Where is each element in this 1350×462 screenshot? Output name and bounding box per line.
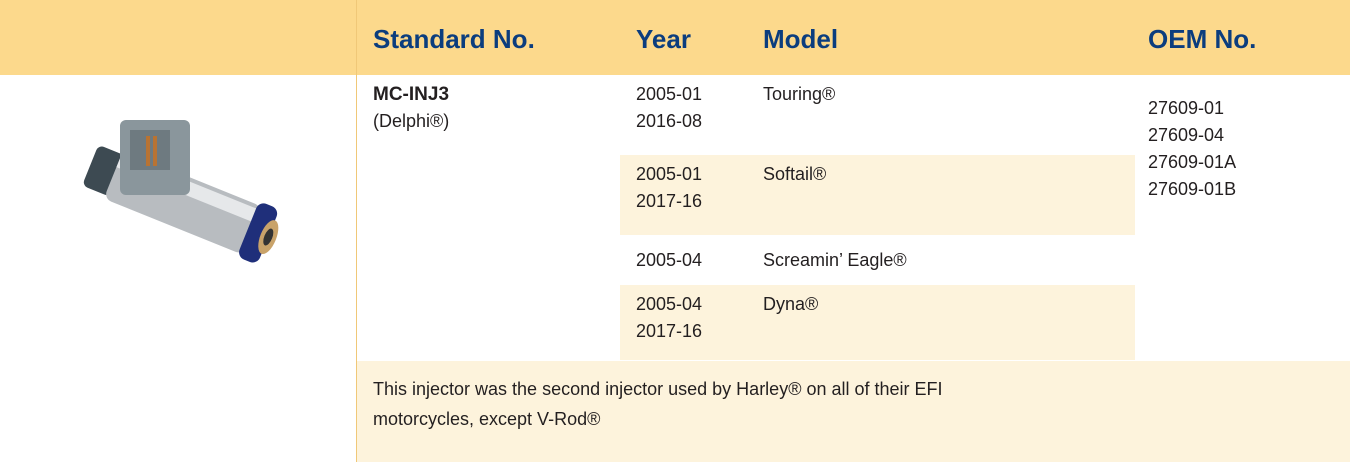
injector-image xyxy=(50,110,310,310)
model: Screamin’ Eagle® xyxy=(763,247,907,274)
model: Touring® xyxy=(763,81,835,108)
header: Standard No. xyxy=(373,24,535,55)
year: 2017-16 xyxy=(636,318,702,345)
year: 2005-04 xyxy=(636,247,702,274)
page: Standard No. Year Model OEM No. MC-INJ3 … xyxy=(0,0,1350,462)
note: This injector was the second injector us… xyxy=(373,374,1013,434)
oem-number: 27609-04 xyxy=(1148,122,1224,149)
year: 2017-16 xyxy=(636,188,702,215)
part-number: MC-INJ3 xyxy=(373,81,449,108)
part-brand: (Delphi®) xyxy=(373,108,449,135)
model: Dyna® xyxy=(763,291,818,318)
year: 2005-04 xyxy=(636,291,702,318)
oem-number: 27609-01B xyxy=(1148,176,1236,203)
oem-number: 27609-01 xyxy=(1148,95,1224,122)
oem-number: 27609-01A xyxy=(1148,149,1236,176)
year: 2005-01 xyxy=(636,81,702,108)
header: OEM No. xyxy=(1148,24,1256,55)
header: Model xyxy=(763,24,838,55)
year: 2005-01 xyxy=(636,161,702,188)
header: Year xyxy=(636,24,691,55)
year: 2016-08 xyxy=(636,108,702,135)
model: Softail® xyxy=(763,161,826,188)
